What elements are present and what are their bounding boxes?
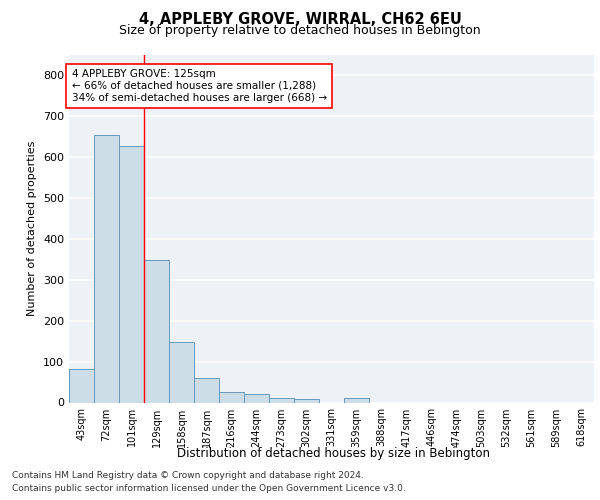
Bar [194,378,219,402]
Bar [169,342,194,402]
Bar [219,392,244,402]
Text: Contains public sector information licensed under the Open Government Licence v3: Contains public sector information licen… [12,484,406,493]
Text: 4, APPLEBY GROVE, WIRRAL, CH62 6EU: 4, APPLEBY GROVE, WIRRAL, CH62 6EU [139,12,461,28]
Bar [119,146,144,403]
Bar [269,398,294,402]
Text: Contains HM Land Registry data © Crown copyright and database right 2024.: Contains HM Land Registry data © Crown c… [12,471,364,480]
Bar [94,134,119,402]
Bar [244,394,269,402]
Bar [144,260,169,402]
Text: 4 APPLEBY GROVE: 125sqm
← 66% of detached houses are smaller (1,288)
34% of semi: 4 APPLEBY GROVE: 125sqm ← 66% of detache… [71,70,326,102]
Bar [69,369,94,402]
Bar [294,399,319,402]
Text: Distribution of detached houses by size in Bebington: Distribution of detached houses by size … [176,448,490,460]
Bar [344,398,369,402]
Y-axis label: Number of detached properties: Number of detached properties [28,141,37,316]
Text: Size of property relative to detached houses in Bebington: Size of property relative to detached ho… [119,24,481,37]
